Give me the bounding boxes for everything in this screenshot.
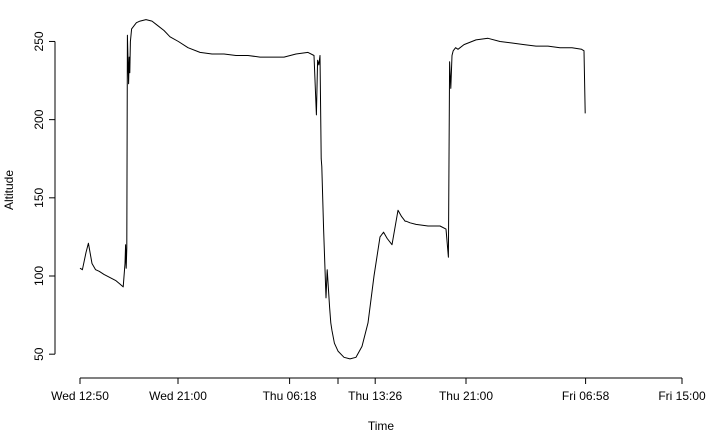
- x-axis: Wed 12:50 Wed 21:00 Thu 06:18 Thu 13:26 Thu …: [51, 377, 706, 403]
- x-tick-label: Wed 12:50: [51, 389, 109, 403]
- y-tick-label: 200: [32, 109, 46, 129]
- plot-area: [79, 19, 586, 360]
- x-tick-label: Thu 13:26: [348, 389, 402, 403]
- x-tick-label: Wed 21:00: [149, 389, 207, 403]
- x-tick-label: Fri 15:00: [658, 389, 706, 403]
- x-axis-title: Time: [368, 419, 395, 433]
- altitude-series-line: [79, 19, 586, 360]
- y-tick-label: 250: [32, 31, 46, 51]
- y-axis-title: Altitude: [2, 170, 16, 210]
- x-tick-label: Thu 06:18: [263, 389, 317, 403]
- y-axis: 50 100 150 200 250: [32, 31, 56, 361]
- x-tick-label: Fri 06:58: [562, 389, 610, 403]
- y-tick-label: 150: [32, 187, 46, 207]
- y-tick-label: 100: [32, 266, 46, 286]
- x-tick-label: Thu 21:00: [439, 389, 493, 403]
- y-tick-label: 50: [32, 347, 46, 361]
